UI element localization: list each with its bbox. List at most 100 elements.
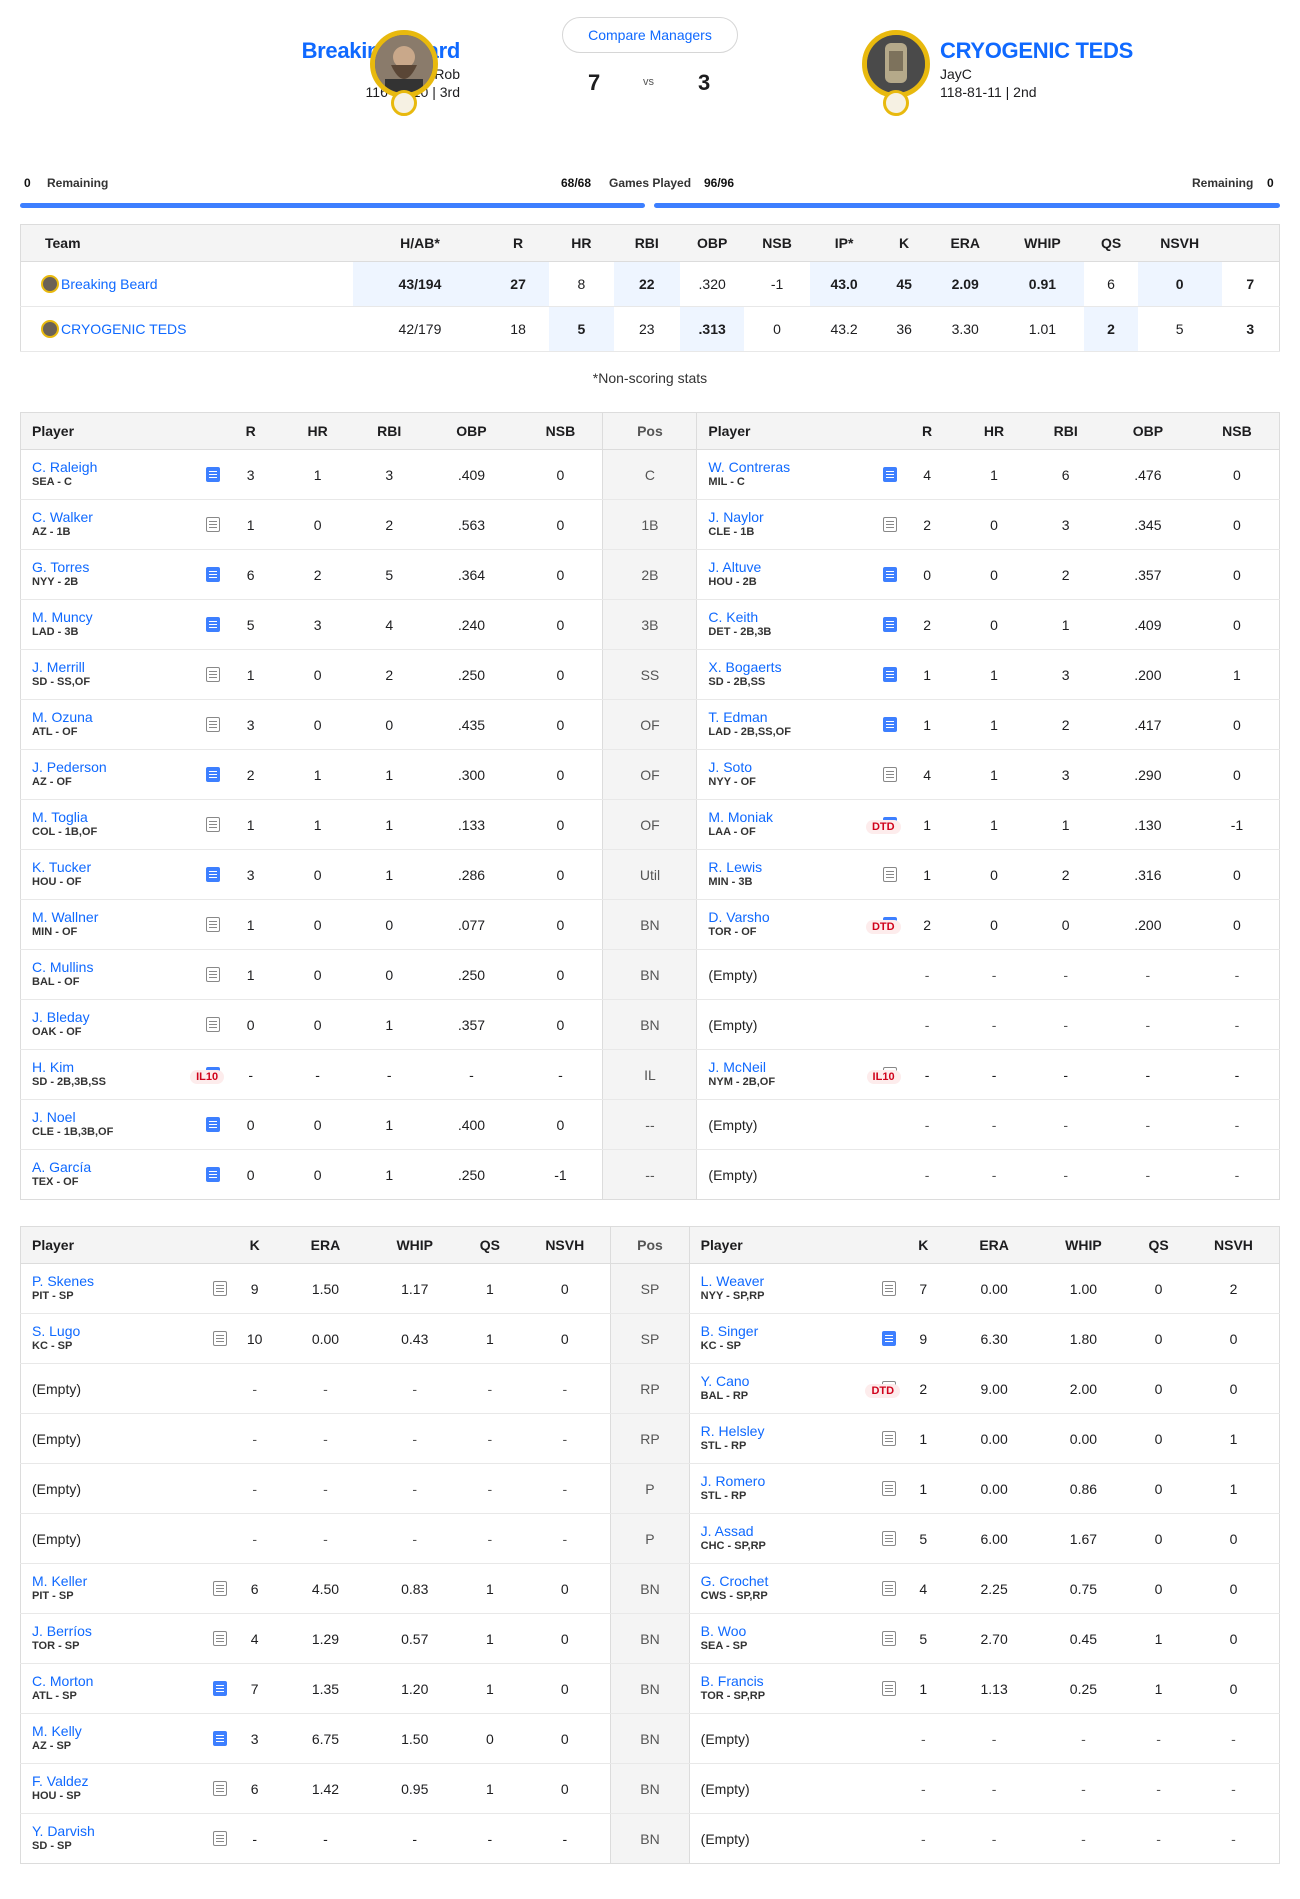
summary-team-link[interactable]: CRYOGENIC TEDS bbox=[61, 321, 187, 337]
player-name-link[interactable]: J. Berríos bbox=[32, 1623, 92, 1639]
player-name-link[interactable]: M. Keller bbox=[32, 1573, 88, 1589]
player-cell[interactable]: C. Mullins BAL - OF bbox=[20, 949, 221, 1000]
player-notes-icon[interactable] bbox=[882, 1680, 897, 1696]
player-notes-icon[interactable] bbox=[213, 1630, 228, 1646]
empty-slot[interactable]: (Empty) bbox=[708, 1166, 758, 1183]
player-cell[interactable]: M. Muncy LAD - 3B bbox=[20, 599, 221, 650]
summary-team-cell[interactable]: CRYOGENIC TEDS bbox=[20, 306, 353, 352]
player-notes-icon[interactable] bbox=[882, 866, 897, 882]
player-notes-icon[interactable] bbox=[206, 1116, 221, 1132]
player-notes-icon[interactable] bbox=[882, 716, 897, 732]
player-cell[interactable]: J. Altuve HOU - 2B bbox=[696, 549, 897, 600]
player-cell[interactable]: B. Woo SEA - SP bbox=[689, 1613, 897, 1664]
player-name-link[interactable]: M. Moniak bbox=[708, 809, 773, 825]
player-cell[interactable]: M. Moniak LAA - OF DTD bbox=[696, 799, 901, 850]
player-cell[interactable]: M. Keller PIT - SP bbox=[20, 1563, 228, 1614]
player-notes-icon[interactable] bbox=[882, 1630, 897, 1646]
player-name-link[interactable]: M. Ozuna bbox=[32, 709, 93, 725]
player-cell[interactable]: M. Wallner MIN - OF bbox=[20, 899, 221, 950]
player-cell[interactable]: J. Naylor CLE - 1B bbox=[696, 499, 897, 550]
player-cell[interactable]: J. Pederson AZ - OF bbox=[20, 749, 221, 800]
player-name-link[interactable]: G. Crochet bbox=[700, 1573, 769, 1589]
player-name-link[interactable]: T. Edman bbox=[708, 709, 768, 725]
player-cell[interactable]: C. Morton ATL - SP bbox=[20, 1663, 228, 1714]
player-notes-icon[interactable] bbox=[206, 666, 221, 682]
player-name-link[interactable]: J. Merrill bbox=[32, 659, 85, 675]
player-cell[interactable]: A. García TEX - OF bbox=[21, 1150, 221, 1200]
player-name-link[interactable]: B. Francis bbox=[700, 1673, 764, 1689]
player-notes-icon[interactable] bbox=[882, 466, 897, 482]
team-logo-left[interactable] bbox=[368, 30, 440, 116]
player-cell[interactable]: (Empty) bbox=[20, 1463, 228, 1514]
player-notes-icon[interactable] bbox=[206, 1016, 221, 1032]
player-cell[interactable]: S. Lugo KC - SP bbox=[20, 1313, 228, 1364]
player-name-link[interactable]: C. Morton bbox=[32, 1673, 94, 1689]
player-cell[interactable]: (Empty) bbox=[696, 1099, 897, 1150]
player-notes-icon[interactable] bbox=[206, 1166, 221, 1182]
player-name-link[interactable]: M. Kelly bbox=[32, 1723, 82, 1739]
player-cell[interactable]: J. Assad CHC - SP,RP bbox=[689, 1513, 897, 1564]
player-name-link[interactable]: M. Wallner bbox=[32, 909, 99, 925]
empty-slot[interactable]: (Empty) bbox=[708, 1016, 758, 1033]
player-name-link[interactable]: R. Helsley bbox=[700, 1423, 765, 1439]
player-cell[interactable]: Y. Darvish SD - SP bbox=[21, 1814, 228, 1864]
player-notes-icon[interactable] bbox=[882, 566, 897, 582]
empty-slot[interactable]: (Empty) bbox=[700, 1730, 750, 1747]
player-cell[interactable]: (Empty) bbox=[20, 1413, 228, 1464]
player-notes-icon[interactable] bbox=[882, 1580, 897, 1596]
player-notes-icon[interactable] bbox=[882, 1430, 897, 1446]
player-notes-icon[interactable] bbox=[213, 1280, 228, 1296]
player-name-link[interactable]: C. Walker bbox=[32, 509, 93, 525]
player-name-link[interactable]: J. Pederson bbox=[32, 759, 107, 775]
player-cell[interactable]: J. Romero STL - RP bbox=[689, 1463, 897, 1514]
player-name-link[interactable]: R. Lewis bbox=[708, 859, 763, 875]
player-cell[interactable]: M. Kelly AZ - SP bbox=[20, 1713, 228, 1764]
empty-slot[interactable]: (Empty) bbox=[32, 1530, 81, 1547]
player-cell[interactable]: M. Toglia COL - 1B,OF bbox=[20, 799, 221, 850]
player-cell[interactable]: P. Skenes PIT - SP bbox=[20, 1263, 228, 1314]
player-cell[interactable]: J. Noel CLE - 1B,3B,OF bbox=[20, 1099, 221, 1150]
player-name-link[interactable]: M. Toglia bbox=[32, 809, 88, 825]
team-logo-right[interactable] bbox=[860, 30, 932, 116]
player-cell[interactable]: (Empty) bbox=[689, 1814, 896, 1864]
player-cell[interactable]: (Empty) bbox=[20, 1513, 228, 1564]
player-name-link[interactable]: J. Noel bbox=[32, 1109, 76, 1125]
player-name-link[interactable]: B. Woo bbox=[700, 1623, 747, 1639]
player-notes-icon[interactable] bbox=[206, 766, 221, 782]
player-cell[interactable]: R. Helsley STL - RP bbox=[689, 1413, 897, 1464]
player-notes-icon[interactable] bbox=[882, 616, 897, 632]
empty-slot[interactable]: (Empty) bbox=[700, 1780, 750, 1797]
player-name-link[interactable]: C. Keith bbox=[708, 609, 759, 625]
player-cell[interactable]: J. McNeil NYM - 2B,OF IL10 bbox=[696, 1049, 901, 1100]
summary-team-link[interactable]: Breaking Beard bbox=[61, 276, 158, 292]
player-notes-icon[interactable] bbox=[206, 616, 221, 632]
player-name-link[interactable]: Y. Darvish bbox=[32, 1823, 95, 1839]
player-name-link[interactable]: K. Tucker bbox=[32, 859, 92, 875]
player-notes-icon[interactable] bbox=[206, 966, 221, 982]
player-name-link[interactable]: M. Muncy bbox=[32, 609, 93, 625]
player-name-link[interactable]: J. Romero bbox=[700, 1473, 766, 1489]
empty-slot[interactable]: (Empty) bbox=[32, 1380, 81, 1397]
player-name-link[interactable]: C. Raleigh bbox=[32, 459, 98, 475]
player-cell[interactable]: G. Crochet CWS - SP,RP bbox=[689, 1563, 897, 1614]
player-cell[interactable]: G. Torres NYY - 2B bbox=[20, 549, 221, 600]
player-cell[interactable]: C. Walker AZ - 1B bbox=[20, 499, 221, 550]
player-notes-icon[interactable] bbox=[882, 766, 897, 782]
player-notes-icon[interactable] bbox=[213, 1730, 228, 1746]
player-notes-icon[interactable] bbox=[213, 1780, 228, 1796]
player-notes-icon[interactable] bbox=[206, 516, 221, 532]
player-notes-icon[interactable] bbox=[882, 1330, 897, 1346]
player-notes-icon[interactable] bbox=[213, 1680, 228, 1696]
player-notes-icon[interactable] bbox=[206, 466, 221, 482]
player-name-link[interactable]: J. McNeil bbox=[708, 1059, 766, 1075]
player-cell[interactable]: J. Berríos TOR - SP bbox=[20, 1613, 228, 1664]
player-cell[interactable]: (Empty) bbox=[697, 1150, 897, 1200]
player-cell[interactable]: H. Kim SD - 2B,3B,SS IL10 bbox=[20, 1049, 225, 1100]
player-name-link[interactable]: D. Varsho bbox=[708, 909, 770, 925]
player-cell[interactable]: L. Weaver NYY - SP,RP bbox=[689, 1263, 897, 1314]
player-name-link[interactable]: L. Weaver bbox=[700, 1273, 765, 1289]
player-cell[interactable]: B. Singer KC - SP bbox=[689, 1313, 897, 1364]
player-cell[interactable]: M. Ozuna ATL - OF bbox=[20, 699, 221, 750]
player-notes-icon[interactable] bbox=[206, 816, 221, 832]
player-name-link[interactable]: J. Bleday bbox=[32, 1009, 90, 1025]
